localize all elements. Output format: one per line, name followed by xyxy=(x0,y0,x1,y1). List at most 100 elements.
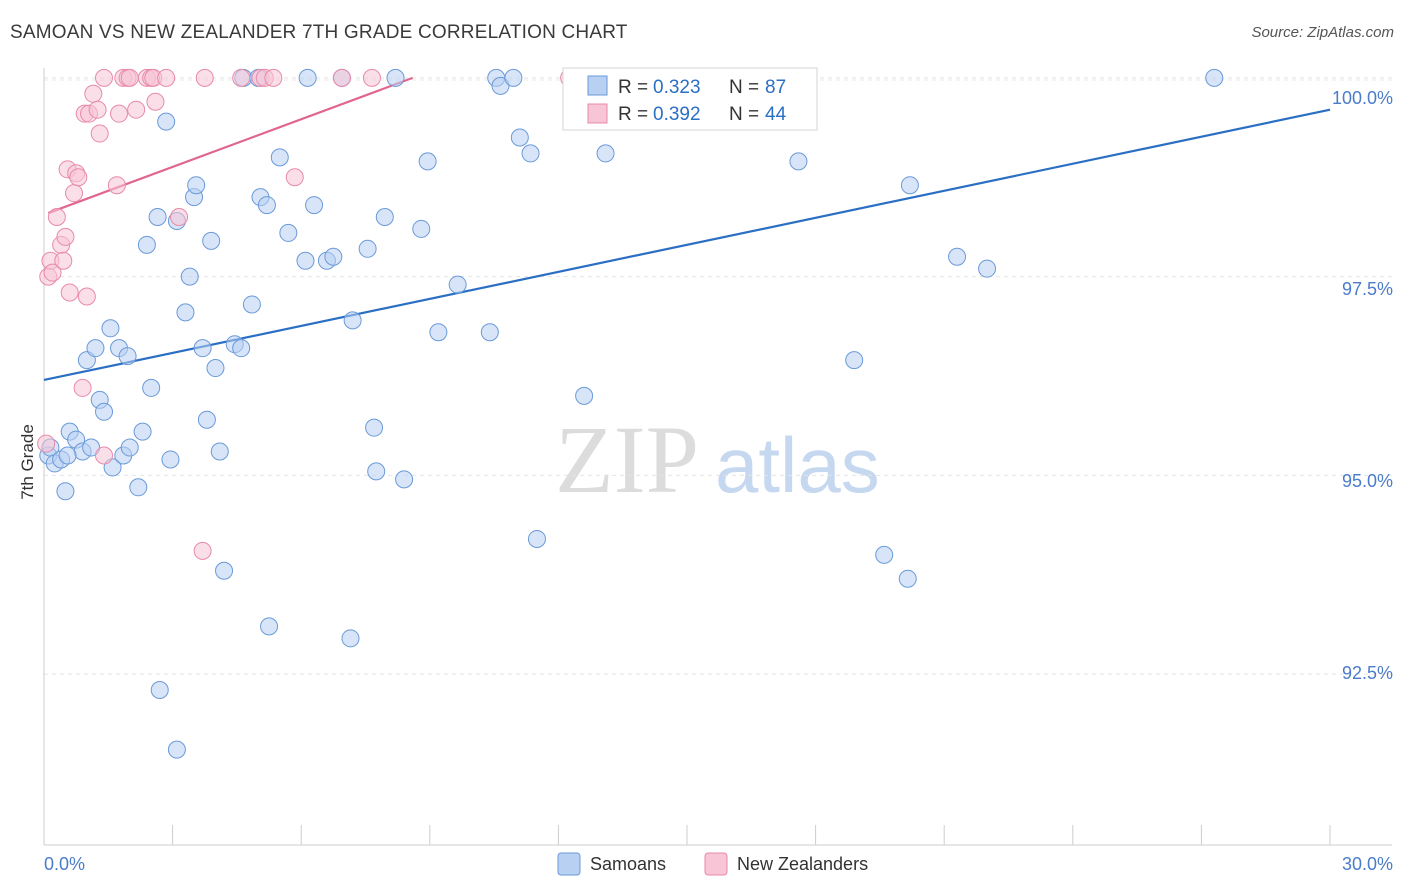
samoan-point xyxy=(845,351,864,370)
y-tick-label: 97.5% xyxy=(1342,279,1393,299)
nz-point xyxy=(88,100,107,119)
series-legend: Samoans New Zealanders xyxy=(557,852,868,876)
samoan-point xyxy=(395,470,414,489)
legend-label-samoans: Samoans xyxy=(590,854,666,874)
samoan-point xyxy=(510,128,529,147)
samoan-point xyxy=(898,569,917,588)
samoan-point xyxy=(948,247,967,266)
legend-label-new-zealanders: New Zealanders xyxy=(737,854,868,874)
samoan-point xyxy=(232,339,251,358)
trendlines xyxy=(43,76,1331,382)
nz-trendline xyxy=(47,76,414,215)
samoan-point xyxy=(900,176,919,195)
nz-point xyxy=(69,168,88,187)
samoan-point xyxy=(521,144,540,163)
samoan-point xyxy=(575,386,594,405)
samoan-point xyxy=(358,239,377,258)
nz-point xyxy=(90,124,109,143)
samoan-point xyxy=(150,680,169,699)
nz-point xyxy=(193,541,212,560)
samoan-point xyxy=(491,76,510,95)
samoan-point xyxy=(202,231,221,250)
legend-swatch-samoans xyxy=(557,852,581,876)
samoan-point xyxy=(978,259,997,278)
samoan-point xyxy=(1205,68,1224,87)
samoan-point xyxy=(596,144,615,163)
samoan-point xyxy=(429,323,448,342)
y-tick-label: 92.5% xyxy=(1342,663,1393,683)
samoan-point xyxy=(365,418,384,437)
samoan-point xyxy=(206,359,225,378)
nz-point xyxy=(47,208,66,227)
stats-n-label: N = xyxy=(729,77,759,98)
samoan-point xyxy=(242,295,261,314)
samoan-point xyxy=(504,68,523,87)
samoan-point xyxy=(412,219,431,238)
samoan-trendline xyxy=(43,108,1331,382)
samoan-point xyxy=(215,561,234,580)
samoan-point xyxy=(86,339,105,358)
samoan-point xyxy=(129,478,148,497)
nz-point xyxy=(65,184,84,203)
stats-swatch-new-zealanders xyxy=(587,103,608,124)
nz-point xyxy=(77,287,96,306)
samoan-point xyxy=(257,196,276,215)
samoan-point xyxy=(386,68,405,87)
stats-n-value: 44 xyxy=(765,104,787,125)
stats-legend: R = 0.323 N = 87 R = 0.392 N = 44 xyxy=(562,67,818,131)
samoan-point xyxy=(448,275,467,294)
x-tick-label-min: 0.0% xyxy=(44,854,85,874)
samoan-point xyxy=(133,422,152,441)
samoan-point xyxy=(480,323,499,342)
samoan-point xyxy=(120,438,139,457)
samoan-point xyxy=(270,148,289,167)
y-tick-label: 95.0% xyxy=(1342,471,1393,491)
nz-point xyxy=(170,208,189,227)
grid-lines xyxy=(44,77,1392,675)
nz-point xyxy=(37,434,56,453)
samoan-point xyxy=(187,176,206,195)
samoan-point xyxy=(101,319,120,338)
samoan-point xyxy=(789,152,808,171)
nz-point xyxy=(73,378,92,397)
nz-point xyxy=(127,100,146,119)
nz-point xyxy=(362,68,381,87)
nz-point xyxy=(195,68,214,87)
samoan-point xyxy=(197,410,216,429)
samoan-point xyxy=(210,442,229,461)
samoan-point xyxy=(118,347,137,366)
samoan-point xyxy=(343,311,362,330)
samoan-point xyxy=(341,629,360,648)
nz-point xyxy=(120,68,139,87)
samoan-point xyxy=(56,482,75,501)
nz-point xyxy=(110,104,129,123)
samoan-point xyxy=(148,208,167,227)
nz-point xyxy=(54,251,73,270)
samoan-point xyxy=(95,402,114,421)
samoan-point xyxy=(324,247,343,266)
samoan-point xyxy=(298,68,317,87)
watermark-zip: ZIP xyxy=(555,406,699,513)
samoan-point xyxy=(875,545,894,564)
nz-point xyxy=(285,168,304,187)
samoan-point xyxy=(260,617,279,636)
stats-r-value: 0.323 xyxy=(653,77,701,98)
nz-point xyxy=(60,283,79,302)
y-axis-label: 7th Grade xyxy=(18,424,37,500)
chart-title: SAMOAN VS NEW ZEALANDER 7TH GRADE CORREL… xyxy=(10,22,628,43)
nz-point xyxy=(95,446,114,465)
watermark-atlas: atlas xyxy=(715,421,880,509)
samoan-point xyxy=(279,223,298,242)
y-tick-label: 100.0% xyxy=(1332,88,1393,108)
legend-swatch-new-zealanders xyxy=(704,852,728,876)
samoan-point xyxy=(367,462,386,481)
samoan-point xyxy=(527,529,546,548)
x-tick-label-max: 30.0% xyxy=(1342,854,1393,874)
samoan-point xyxy=(58,446,77,465)
stats-swatch-samoans xyxy=(587,75,608,96)
nz-point xyxy=(232,68,251,87)
samoan-point xyxy=(161,450,180,469)
nz-point xyxy=(95,68,114,87)
samoan-point xyxy=(296,251,315,270)
